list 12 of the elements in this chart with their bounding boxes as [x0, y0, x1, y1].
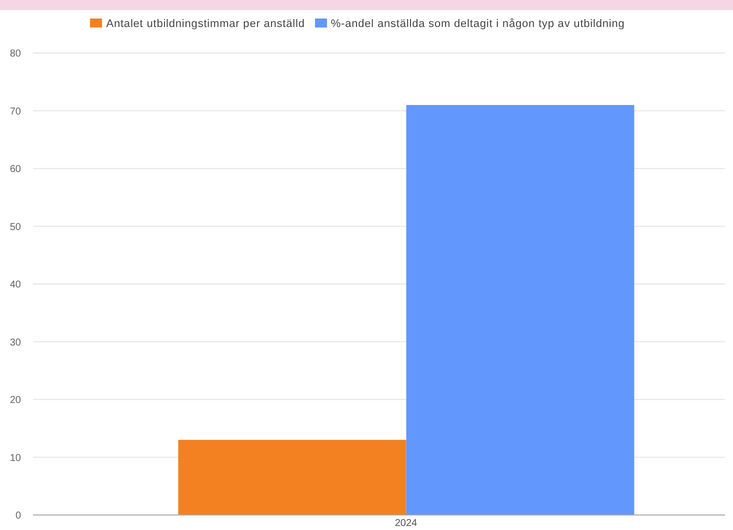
legend-label: Antalet utbildningstimmar per anställd: [106, 18, 305, 30]
y-tick-label: 0: [15, 510, 22, 522]
y-tick-label: 70: [10, 106, 22, 118]
y-tick-label: 50: [10, 222, 22, 233]
y-tick-label: 60: [10, 164, 22, 176]
y-tick-label: 30: [10, 337, 22, 348]
y-tick-label: 80: [10, 48, 22, 60]
legend-label: %-andel anställda som deltagit i någon typ av utbildning: [330, 18, 625, 30]
x-tick-label: 2024: [394, 518, 418, 530]
y-tick-label: 40: [10, 280, 22, 291]
y-tick-label: 20: [10, 395, 22, 406]
y-tick-label: 10: [10, 452, 22, 464]
